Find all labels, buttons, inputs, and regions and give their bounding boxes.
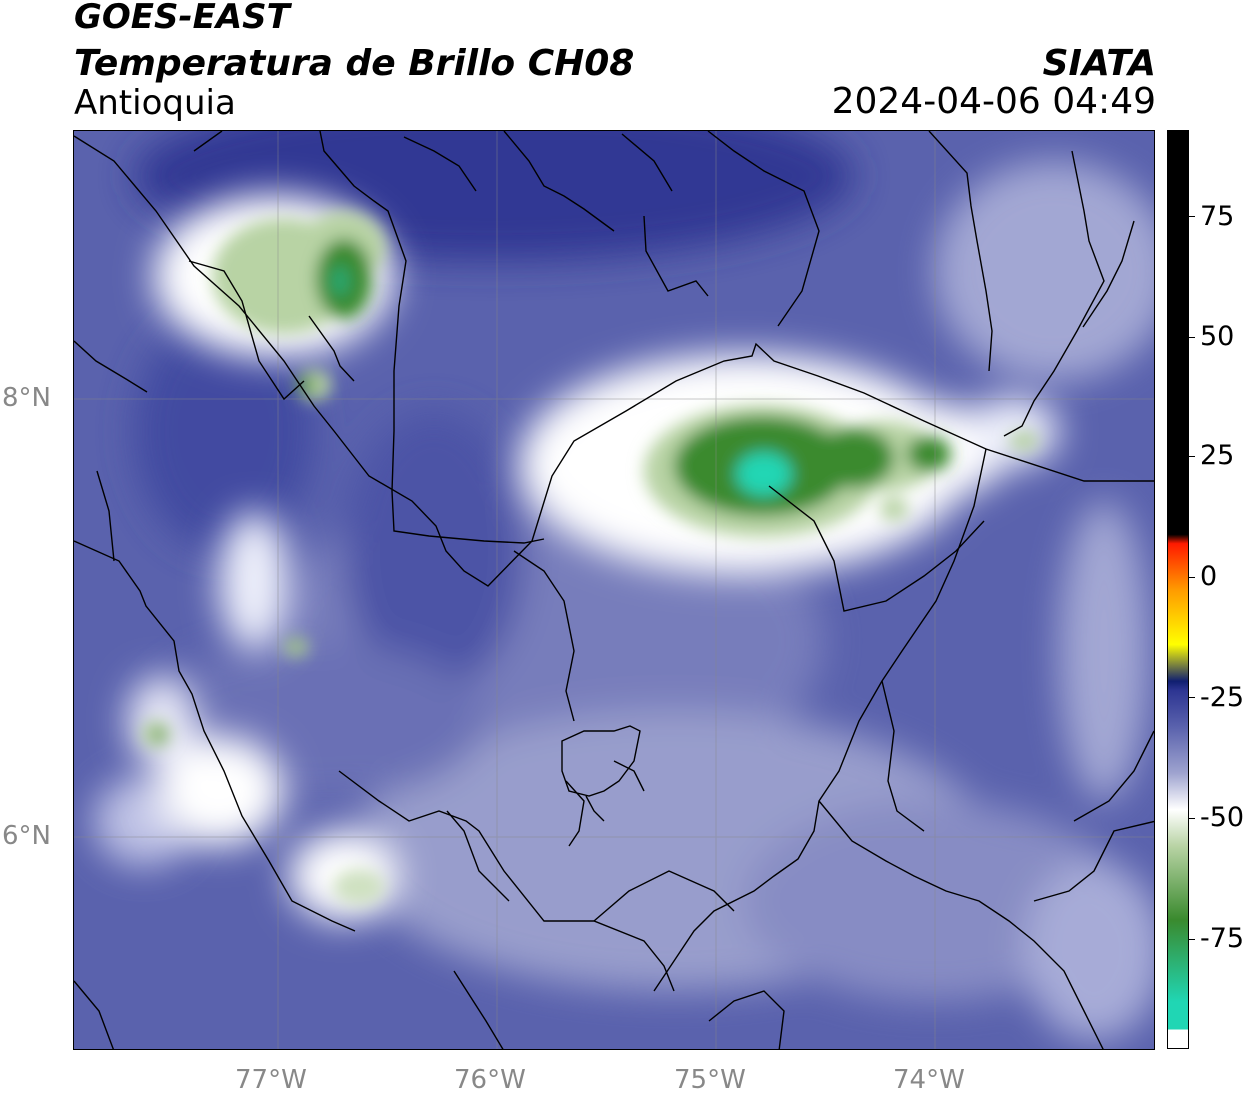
longitude-label-75w: 75°W: [674, 1065, 746, 1095]
colorbar-label-minus-25: -25: [1200, 682, 1245, 713]
satellite-map[interactable]: [73, 130, 1155, 1050]
colorbar-label-minus-50: -50: [1200, 802, 1245, 833]
datetime-label: 2024-04-06 04:49: [831, 81, 1156, 122]
cold-cloud-tops: [141, 211, 1039, 905]
satellite-title: GOES-EAST: [74, 0, 290, 37]
latitude-label-8n: 8°N: [2, 383, 51, 413]
regional-texture: [94, 131, 1154, 1041]
colorbar-tick-25: [1189, 456, 1195, 457]
colorbar-tick-0: [1189, 577, 1195, 578]
organization-label: SIATA: [1042, 43, 1156, 84]
map-canvas: [74, 131, 1154, 1049]
colorbar-tick-minus-75: [1189, 939, 1195, 940]
colorbar-label-75: 75: [1200, 201, 1235, 232]
colorbar-tick-75: [1189, 216, 1195, 217]
colorbar-label-50: 50: [1200, 321, 1235, 352]
colorbar-label-0: 0: [1200, 561, 1218, 592]
longitude-label-76w: 76°W: [454, 1065, 526, 1095]
colorbar-label-25: 25: [1200, 440, 1235, 471]
latitude-label-6n: 6°N: [2, 821, 51, 851]
administrative-boundaries: [74, 131, 1154, 1049]
colorbar-tick-minus-25: [1189, 697, 1195, 698]
temperature-colorbar: [1167, 130, 1189, 1049]
colorbar-tick-50: [1189, 337, 1195, 338]
product-title: Temperatura de Brillo CH08: [74, 43, 635, 84]
longitude-label-74w: 74°W: [893, 1065, 965, 1095]
longitude-label-77w: 77°W: [235, 1065, 307, 1095]
colorbar-tick-minus-50: [1189, 818, 1195, 819]
region-label: Antioquia: [74, 83, 236, 123]
colorbar-label-minus-75: -75: [1200, 923, 1245, 954]
